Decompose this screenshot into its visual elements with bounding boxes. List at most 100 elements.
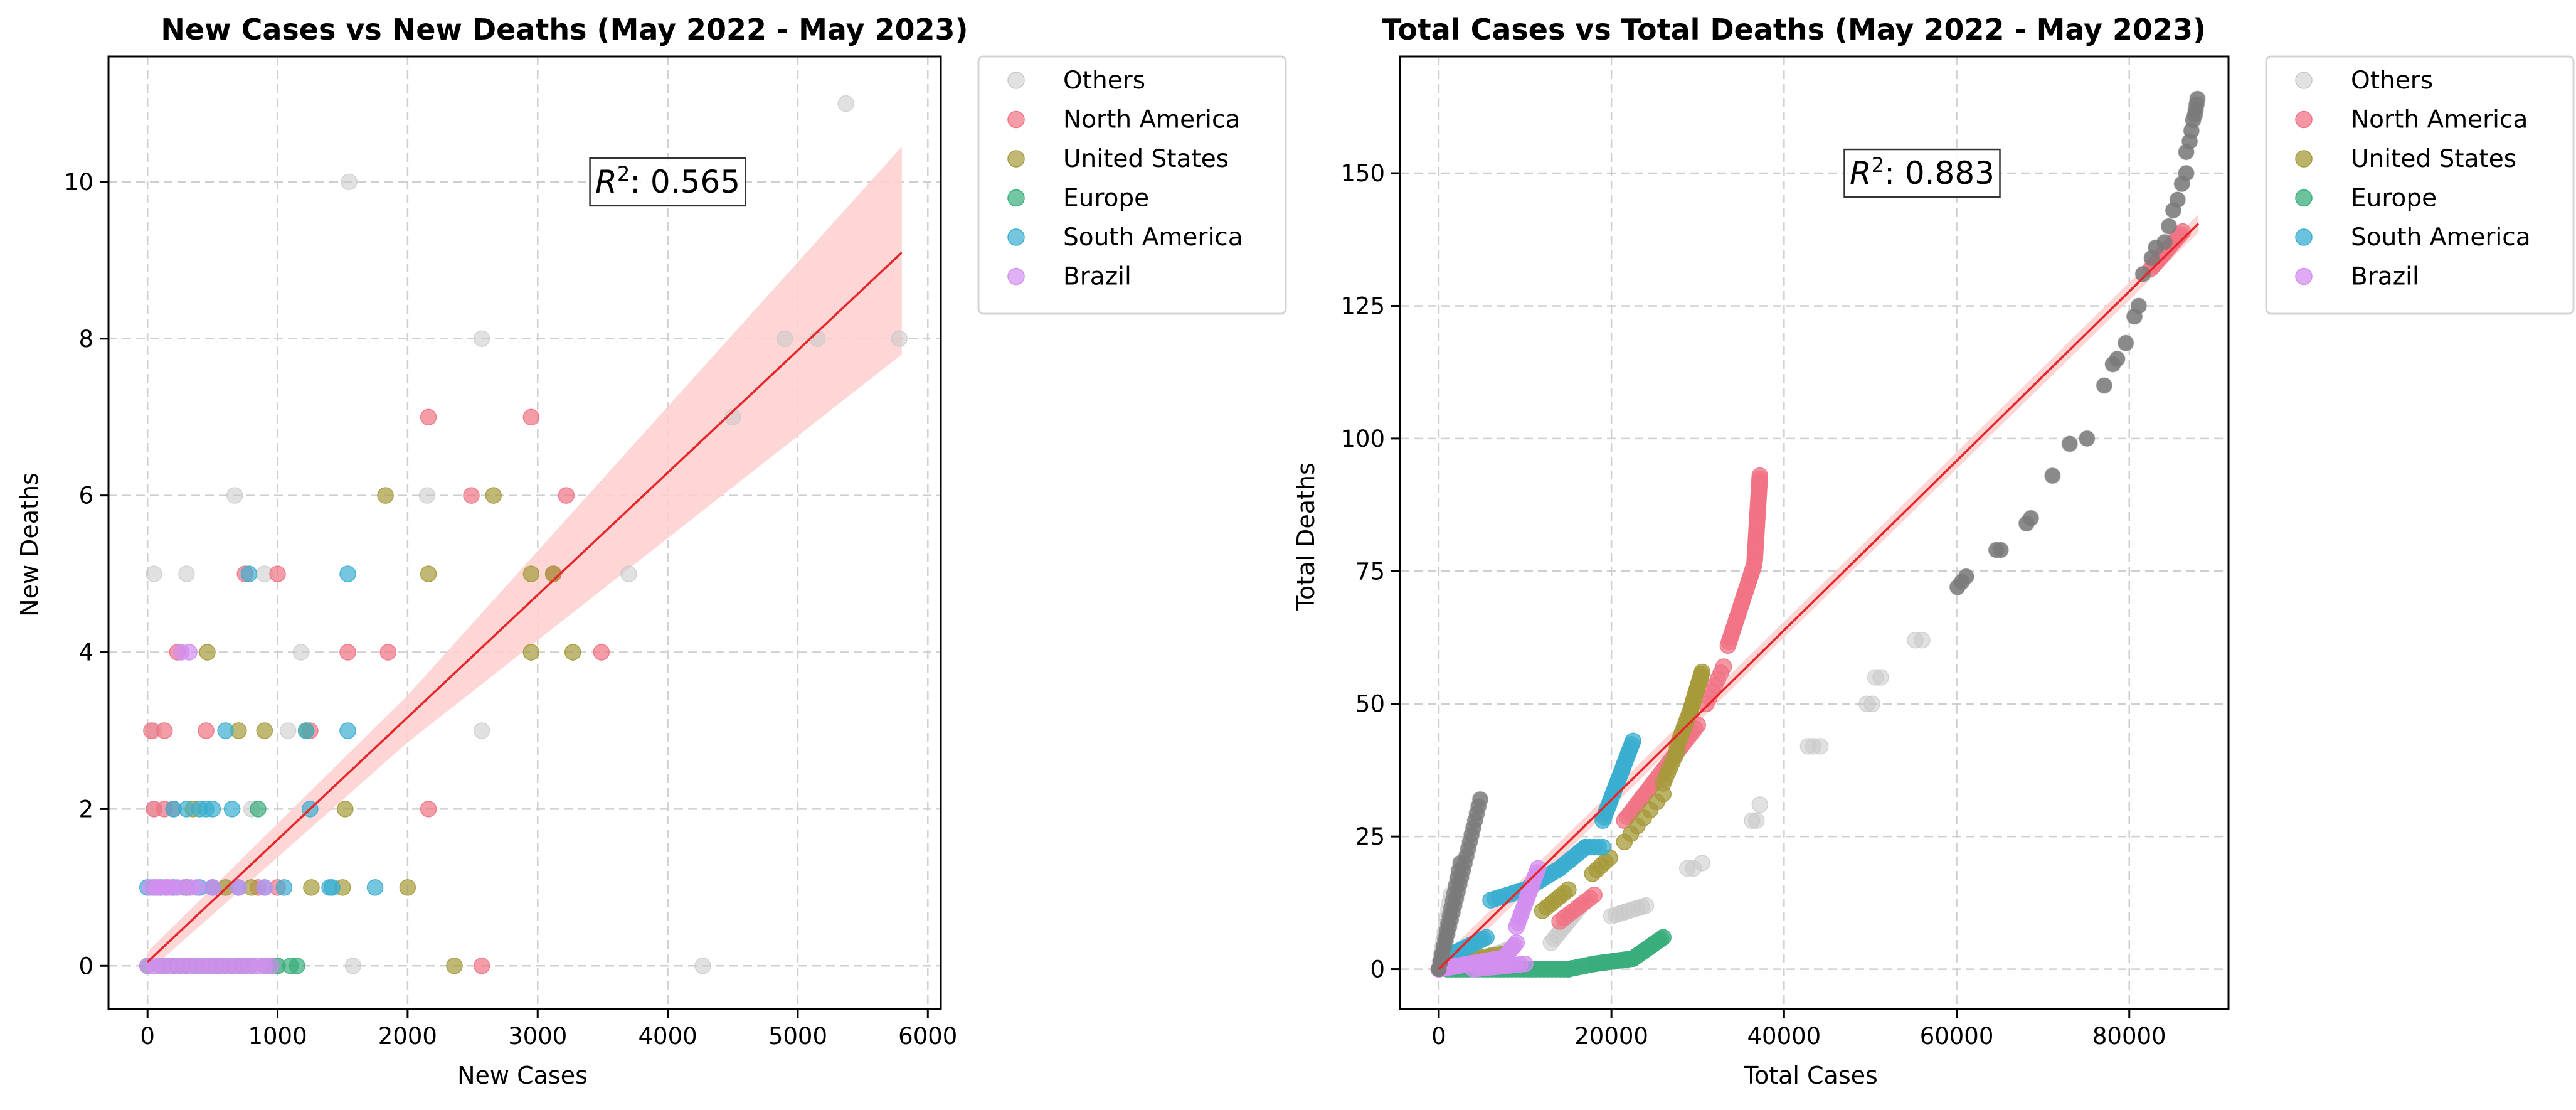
y-tick-label: 0: [78, 953, 93, 979]
data-point: [2174, 223, 2192, 240]
data-point: [240, 565, 258, 582]
data-point: [156, 722, 173, 739]
y-tick-label: 8: [78, 326, 93, 353]
data-point: [2135, 266, 2151, 282]
x-tick-label: 0: [140, 1023, 155, 1050]
data-point: [1751, 796, 1769, 813]
legend-label-north-america: North America: [2351, 106, 2528, 134]
data-point: [377, 487, 394, 504]
data-point: [837, 95, 854, 112]
r-squared-annotation: R2: 0.883: [1843, 148, 2001, 198]
data-point: [2156, 234, 2173, 250]
legend-marker-north-america: [2295, 110, 2313, 129]
data-point: [1472, 791, 1488, 808]
y-tick-label: 4: [78, 639, 93, 666]
data-point: [1993, 542, 2009, 558]
data-point: [1637, 897, 1655, 914]
data-point: [1529, 860, 1547, 877]
x-tick-label: 5000: [768, 1023, 827, 1050]
x-axis-label: Total Cases: [1743, 1062, 1878, 1089]
data-point: [522, 565, 540, 582]
legend-marker-brazil: [1007, 267, 1025, 286]
data-point: [620, 565, 637, 582]
legend-label-europe: Europe: [1063, 184, 1149, 213]
data-point: [1863, 695, 1880, 712]
chart-title: New Cases vs New Deaths (May 2022 - May …: [161, 13, 968, 46]
data-point: [199, 644, 216, 661]
data-point: [1715, 658, 1732, 675]
data-point: [2170, 191, 2186, 208]
r-squared-box: [589, 157, 746, 207]
y-tick-label: 0: [1370, 956, 1385, 983]
legend-marker-south-america: [2295, 228, 2313, 246]
data-point: [485, 487, 502, 504]
data-point: [1693, 663, 1710, 681]
data-point: [564, 644, 581, 661]
ticks: 0 1000 2000 3000 4000 5000 6000 0 2 4 6 8 10: [64, 169, 957, 1050]
r-squared-box: [1843, 148, 2001, 198]
data-point: [339, 644, 356, 661]
data-point: [341, 173, 358, 191]
r-squared-annotation: R2: 0.565: [589, 157, 746, 207]
r-squared-text: R2: 0.883: [1850, 153, 1995, 191]
data-point: [1748, 812, 1765, 830]
series-others-dense: [1431, 91, 2205, 978]
data-point: [694, 958, 711, 974]
legend-label-brazil: Brazil: [1063, 263, 1132, 291]
y-tick-label: 2: [78, 796, 93, 823]
legend-label-brazil: Brazil: [2351, 263, 2419, 291]
data-point: [1811, 738, 1829, 755]
grid: [1400, 56, 2229, 1009]
legend-label-south-america: South America: [2351, 223, 2531, 252]
x-tick-label: 4000: [638, 1023, 697, 1050]
series-united-states: [1465, 663, 1710, 967]
data-point: [292, 644, 310, 661]
data-point: [1586, 886, 1603, 904]
x-tick-label: 40000: [1747, 1023, 1821, 1050]
y-axis-label: New Deaths: [16, 472, 43, 617]
data-point: [1478, 929, 1495, 946]
x-tick-label: 80000: [2092, 1023, 2166, 1050]
legend-marker-brazil: [2295, 267, 2313, 286]
data-point: [776, 330, 793, 348]
data-point: [297, 722, 315, 739]
data-point: [1751, 467, 1769, 484]
data-point: [2161, 218, 2177, 235]
data-points: [139, 95, 908, 974]
data-point: [1655, 929, 1672, 946]
data-point: [1508, 934, 1525, 951]
axes-frame: [1399, 55, 2230, 1010]
data-points: [1430, 90, 2206, 978]
data-point: [339, 565, 356, 582]
data-point: [473, 330, 490, 348]
data-point: [1625, 732, 1641, 750]
data-point: [1958, 568, 1974, 585]
data-point: [2096, 377, 2112, 393]
data-point: [2023, 510, 2039, 526]
regression-line: [1438, 223, 2200, 970]
data-point: [269, 565, 286, 582]
data-point: [181, 644, 198, 661]
x-tick-label: 2000: [378, 1023, 437, 1050]
data-point: [223, 801, 241, 818]
x-tick-label: 20000: [1574, 1023, 1648, 1050]
data-point: [303, 879, 320, 896]
y-tick-label: 125: [1340, 292, 1385, 319]
data-point: [1693, 855, 1710, 872]
legend-label-others: Others: [2351, 67, 2433, 95]
y-axis-label: Total Deaths: [1292, 462, 1320, 611]
data-point: [324, 879, 341, 896]
data-point: [1560, 881, 1577, 898]
chart-total-cases-vs-total-deaths: Total Cases vs Total Deaths (May 2022 - …: [1292, 13, 2575, 1089]
data-point: [420, 565, 437, 582]
legend-marker-north-america: [1007, 110, 1025, 129]
data-point: [2079, 430, 2095, 447]
data-point: [198, 722, 215, 739]
data-point: [289, 958, 305, 974]
legend-label-south-america: South America: [1063, 223, 1243, 252]
y-tick-label: 75: [1355, 558, 1385, 585]
data-point: [2044, 467, 2060, 484]
data-point: [275, 879, 293, 896]
y-tick-label: 100: [1340, 425, 1385, 452]
data-point: [366, 879, 384, 896]
